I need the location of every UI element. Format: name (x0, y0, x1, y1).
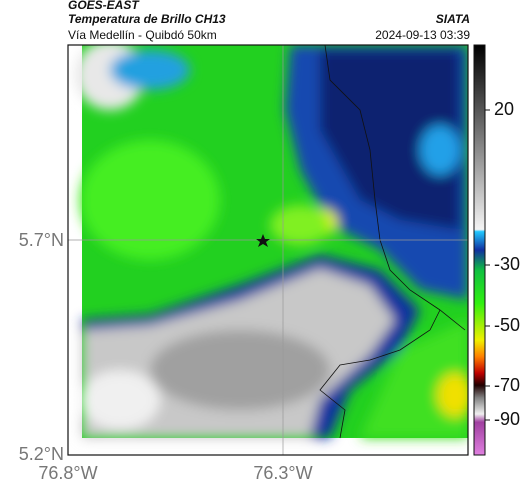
lat-label: 5.2°N (19, 444, 64, 464)
lon-label: 76.8°W (38, 463, 97, 483)
route: Vía Medellín - Quibdó 50km (68, 28, 217, 42)
colorbar-ticks (485, 109, 490, 421)
colorbar-label: -50 (494, 315, 520, 335)
colorbar (473, 44, 486, 456)
satellite-image (68, 45, 468, 455)
location-marker (256, 234, 270, 247)
lat-label: 5.7°N (19, 230, 64, 250)
map-frame (67, 44, 469, 456)
product: Temperatura de Brillo CH13 (68, 12, 226, 26)
satellite: GOES-EAST (68, 0, 140, 12)
colorbar-label: 20 (494, 99, 514, 119)
timestamp: 2024-09-13 03:39 (375, 28, 470, 42)
colorbar-label: -70 (494, 375, 520, 395)
colorbar-label: -90 (494, 409, 520, 429)
lon-label: 76.3°W (253, 463, 312, 483)
colorbar-label: -30 (494, 254, 520, 274)
source: SIATA (436, 12, 470, 26)
border-line (319, 45, 466, 439)
